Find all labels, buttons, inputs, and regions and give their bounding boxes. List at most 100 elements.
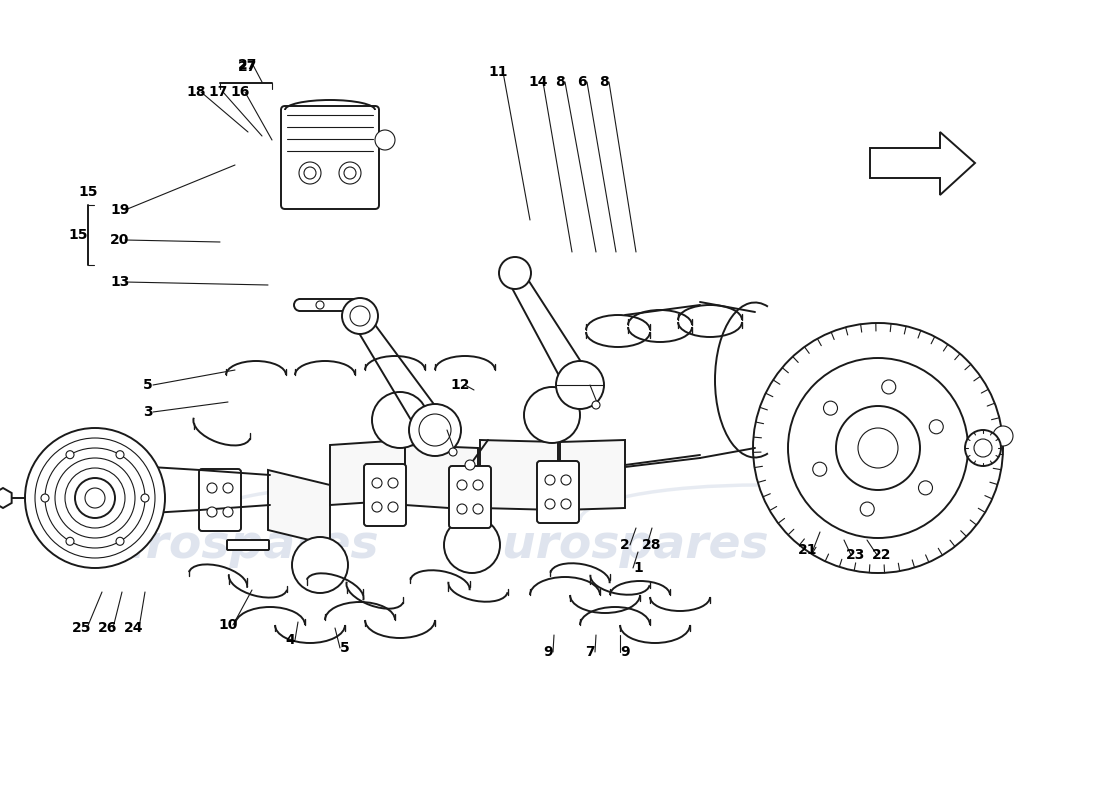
- Circle shape: [824, 401, 837, 415]
- Text: 4: 4: [285, 633, 295, 647]
- Text: 8: 8: [556, 75, 565, 89]
- Text: eurospares: eurospares: [80, 522, 380, 567]
- Circle shape: [55, 458, 135, 538]
- Text: 5: 5: [143, 378, 153, 392]
- Circle shape: [375, 130, 395, 150]
- Text: 7: 7: [585, 645, 595, 659]
- FancyBboxPatch shape: [110, 470, 136, 526]
- Circle shape: [342, 298, 378, 334]
- Circle shape: [918, 481, 933, 495]
- Circle shape: [350, 306, 370, 326]
- Circle shape: [344, 167, 356, 179]
- Circle shape: [207, 483, 217, 493]
- Text: eurospares: eurospares: [471, 522, 769, 567]
- Circle shape: [299, 162, 321, 184]
- FancyBboxPatch shape: [537, 461, 579, 523]
- Circle shape: [456, 480, 468, 490]
- Text: 8: 8: [600, 75, 609, 89]
- Circle shape: [444, 517, 500, 573]
- Circle shape: [41, 494, 50, 502]
- Circle shape: [754, 323, 1003, 573]
- Circle shape: [25, 428, 165, 568]
- Circle shape: [388, 502, 398, 512]
- Circle shape: [116, 538, 124, 546]
- Circle shape: [223, 507, 233, 517]
- Circle shape: [556, 361, 604, 409]
- Circle shape: [561, 499, 571, 509]
- Circle shape: [974, 439, 992, 457]
- Circle shape: [66, 450, 74, 458]
- Text: 11: 11: [488, 65, 508, 79]
- FancyBboxPatch shape: [280, 106, 380, 209]
- Text: 23: 23: [846, 548, 866, 562]
- Text: 9: 9: [620, 645, 630, 659]
- Text: 5: 5: [340, 641, 350, 655]
- Circle shape: [409, 404, 461, 456]
- Polygon shape: [0, 488, 12, 508]
- FancyBboxPatch shape: [133, 476, 153, 520]
- Circle shape: [35, 438, 155, 558]
- Text: 18: 18: [186, 85, 206, 99]
- Text: 3: 3: [143, 405, 153, 419]
- Circle shape: [473, 504, 483, 514]
- Text: 2: 2: [620, 538, 630, 552]
- FancyBboxPatch shape: [199, 469, 241, 531]
- FancyBboxPatch shape: [449, 466, 491, 528]
- Text: 27: 27: [239, 60, 257, 74]
- FancyBboxPatch shape: [227, 540, 270, 550]
- Circle shape: [465, 460, 475, 470]
- Text: 16: 16: [230, 85, 250, 99]
- Circle shape: [207, 507, 217, 517]
- Circle shape: [449, 448, 456, 456]
- Circle shape: [85, 488, 104, 508]
- Text: 21: 21: [799, 543, 817, 557]
- Circle shape: [372, 502, 382, 512]
- Circle shape: [836, 406, 920, 490]
- Text: 12: 12: [450, 378, 470, 392]
- Text: 9: 9: [543, 645, 553, 659]
- Text: 15: 15: [78, 185, 98, 199]
- Circle shape: [75, 478, 116, 518]
- Circle shape: [993, 426, 1013, 446]
- Circle shape: [372, 392, 428, 448]
- Text: 24: 24: [124, 621, 144, 635]
- Polygon shape: [268, 470, 330, 545]
- Circle shape: [860, 502, 875, 516]
- Polygon shape: [480, 440, 558, 510]
- Circle shape: [882, 380, 895, 394]
- Circle shape: [419, 414, 451, 446]
- Circle shape: [473, 480, 483, 490]
- Text: 15: 15: [68, 228, 88, 242]
- Polygon shape: [870, 132, 975, 195]
- Circle shape: [66, 538, 74, 546]
- Text: 17: 17: [208, 85, 228, 99]
- Circle shape: [544, 475, 556, 485]
- Polygon shape: [405, 445, 478, 510]
- Text: 14: 14: [528, 75, 548, 89]
- Text: 27: 27: [239, 58, 257, 72]
- Circle shape: [45, 448, 145, 548]
- Circle shape: [813, 462, 827, 476]
- Circle shape: [116, 450, 124, 458]
- Circle shape: [223, 483, 233, 493]
- Circle shape: [965, 430, 1001, 466]
- Text: 26: 26: [98, 621, 118, 635]
- Circle shape: [524, 387, 580, 443]
- Circle shape: [930, 420, 944, 434]
- Circle shape: [292, 537, 348, 593]
- Circle shape: [499, 257, 531, 289]
- Text: 13: 13: [110, 275, 130, 289]
- Circle shape: [339, 162, 361, 184]
- Circle shape: [788, 358, 968, 538]
- Text: 22: 22: [872, 548, 892, 562]
- FancyBboxPatch shape: [965, 415, 999, 481]
- Text: 28: 28: [642, 538, 662, 552]
- Circle shape: [592, 401, 600, 409]
- Circle shape: [141, 494, 149, 502]
- Circle shape: [304, 167, 316, 179]
- Text: 6: 6: [578, 75, 586, 89]
- Text: 19: 19: [110, 203, 130, 217]
- Circle shape: [544, 499, 556, 509]
- Text: 25: 25: [73, 621, 91, 635]
- Circle shape: [388, 478, 398, 488]
